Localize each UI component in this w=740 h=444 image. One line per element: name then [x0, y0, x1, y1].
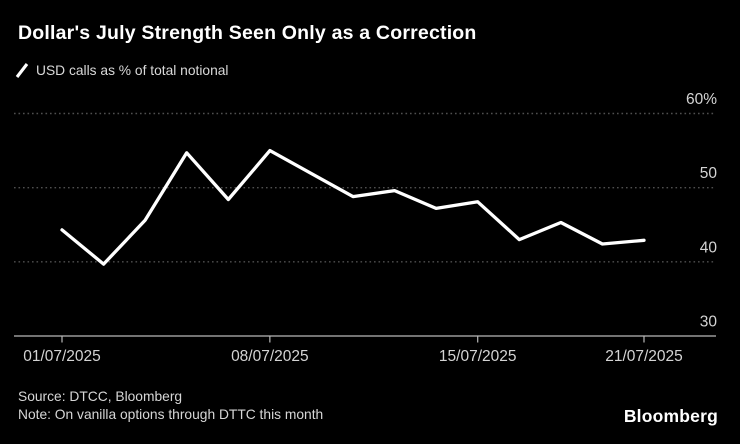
y-axis-label: 30: [700, 314, 718, 331]
bloomberg-logo: Bloomberg: [623, 406, 718, 426]
legend-label: USD calls as % of total notional: [36, 63, 229, 78]
footer: Source: DTCC, Bloomberg Note: On vanilla…: [18, 388, 323, 423]
x-axis-label: 08/07/2025: [231, 348, 309, 365]
y-axis-label: 50: [700, 165, 718, 182]
y-axis-label: 60%: [686, 91, 717, 108]
series-line-icon: [15, 63, 29, 78]
chart-title: Dollar's July Strength Seen Only as a Co…: [18, 22, 477, 44]
x-axis-label: 21/07/2025: [605, 348, 683, 365]
x-axis-label: 15/07/2025: [439, 348, 517, 365]
data-line: [60, 148, 646, 266]
source-note: Source: DTCC, Bloomberg: [18, 389, 183, 404]
y-axis-label: 40: [700, 239, 718, 256]
legend: USD calls as % of total notional: [15, 62, 228, 79]
x-axis-label: 01/07/2025: [23, 348, 101, 365]
methodology-note: Note: On vanilla options through DTTC th…: [18, 406, 324, 422]
